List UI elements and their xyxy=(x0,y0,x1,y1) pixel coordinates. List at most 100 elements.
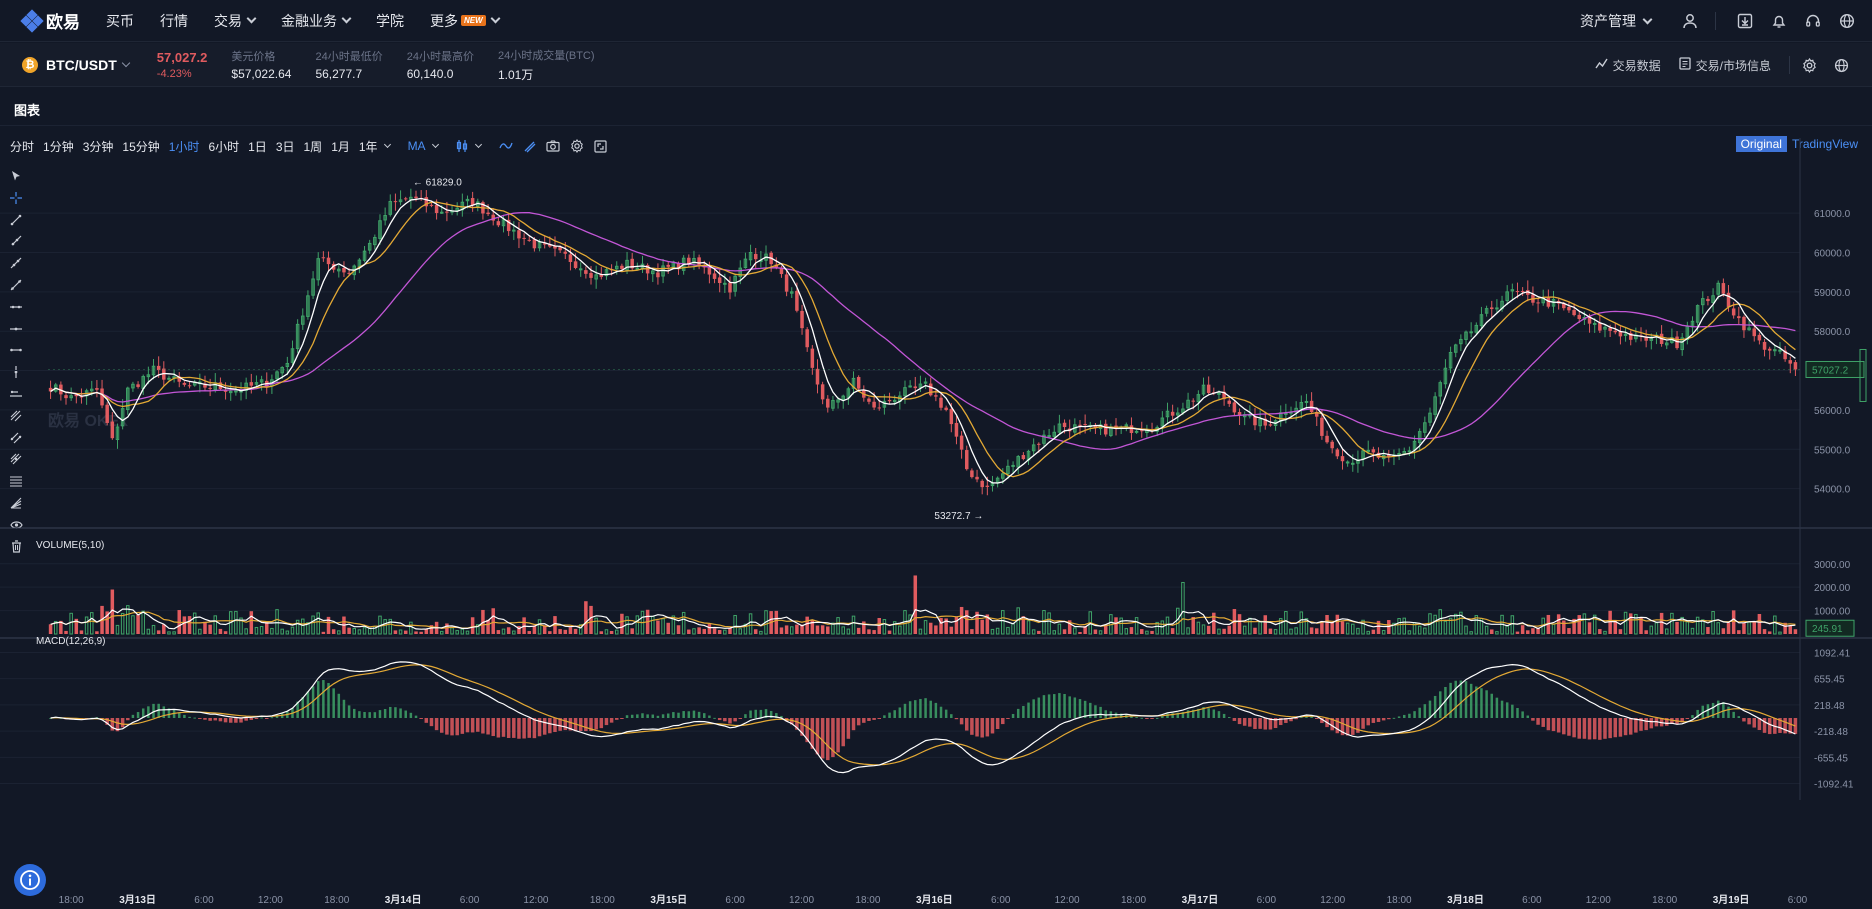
timeframe-1mo[interactable]: 1月 xyxy=(331,139,350,154)
volume-bar xyxy=(1762,629,1767,634)
price-label-icon[interactable] xyxy=(8,386,24,402)
trend-line-icon[interactable] xyxy=(8,212,24,228)
timeframe-6h[interactable]: 6小时 xyxy=(208,139,240,154)
volume-bar xyxy=(455,630,459,635)
eye-icon[interactable] xyxy=(8,517,24,533)
parallel-channel-icon[interactable] xyxy=(8,408,24,424)
market-info-link[interactable]: 交易/市场信息 xyxy=(1679,57,1771,74)
user-icon[interactable] xyxy=(1681,12,1699,30)
macd-histogram-bar xyxy=(1469,683,1473,718)
candle-body xyxy=(337,268,341,272)
fibonacci-icon[interactable] xyxy=(8,473,24,489)
bell-icon[interactable] xyxy=(1770,12,1788,30)
candle-body xyxy=(1093,425,1098,428)
trading-pair-selector[interactable]: BTC/USDT xyxy=(46,56,117,73)
volume-bar xyxy=(429,625,434,634)
draw-tool-icon[interactable] xyxy=(523,140,536,153)
asset-management-menu[interactable]: 资产管理 xyxy=(1580,11,1653,31)
gear-icon[interactable] xyxy=(1800,56,1818,74)
timeframe-1w[interactable]: 1周 xyxy=(303,139,323,154)
volume-bar xyxy=(115,624,120,635)
chevron-down-icon[interactable] xyxy=(121,58,131,67)
volume-bar xyxy=(1191,617,1195,634)
indicator-selector[interactable]: MA xyxy=(407,139,426,153)
view-tradingview-button[interactable]: TradingView xyxy=(1791,137,1858,151)
trash-icon[interactable] xyxy=(8,539,24,555)
download-icon[interactable] xyxy=(1736,12,1754,30)
macd-histogram-bar xyxy=(692,710,696,718)
macd-histogram-bar xyxy=(1366,718,1370,726)
candle-body xyxy=(707,267,712,275)
volume-ma10-line xyxy=(50,611,1796,630)
nav-item-more[interactable]: 更多 NEW xyxy=(430,11,501,31)
help-button[interactable] xyxy=(14,864,46,896)
ray-line-icon[interactable] xyxy=(8,233,24,249)
line-chart-icon[interactable] xyxy=(498,140,513,152)
globe-icon[interactable] xyxy=(1838,12,1856,30)
volume-bar xyxy=(270,627,274,635)
logo[interactable]: 欧易 xyxy=(20,8,80,33)
macd-histogram-bar xyxy=(800,718,804,736)
vertical-line-icon[interactable] xyxy=(8,364,24,380)
candle-type-icon[interactable] xyxy=(456,139,468,153)
x-tick-label: 6:00 xyxy=(1788,895,1808,906)
x-tick-label: 12:00 xyxy=(1586,895,1611,906)
volume-bar xyxy=(1356,627,1360,635)
headset-icon[interactable] xyxy=(1804,12,1822,30)
pitchfork-icon[interactable] xyxy=(8,451,24,467)
trading-data-link[interactable]: 交易数据 xyxy=(1595,57,1661,74)
fullscreen-icon[interactable] xyxy=(593,139,607,153)
candle-body xyxy=(1737,316,1741,319)
candle-body xyxy=(795,290,799,311)
nav-item-buy[interactable]: 买币 xyxy=(106,11,134,31)
macd-histogram-bar xyxy=(1058,693,1061,718)
view-original-button[interactable]: Original xyxy=(1735,136,1787,152)
timeframe-tick[interactable]: 分时 xyxy=(10,139,35,154)
globe-icon[interactable] xyxy=(1832,56,1850,74)
document-icon xyxy=(1679,57,1691,73)
macd-histogram-bar xyxy=(460,718,465,734)
panel-title: 图表 xyxy=(14,103,41,118)
macd-histogram-bar xyxy=(1572,718,1576,738)
timeframe-1y[interactable]: 1年 xyxy=(358,139,378,154)
timeframe-3d[interactable]: 3日 xyxy=(275,139,295,154)
fib-fan-icon[interactable] xyxy=(8,495,24,511)
macd-histogram-bar xyxy=(1263,718,1268,730)
volume-bar xyxy=(687,629,691,634)
camera-icon[interactable] xyxy=(545,140,560,152)
macd-histogram-bar xyxy=(311,686,315,718)
timeframe-3m[interactable]: 3分钟 xyxy=(82,139,114,154)
candle-body xyxy=(301,315,305,325)
horizontal-line-icon[interactable] xyxy=(8,299,24,315)
price-line-icon[interactable] xyxy=(8,277,24,293)
crosshair-icon[interactable] xyxy=(8,190,24,206)
macd-histogram-bar xyxy=(625,715,629,718)
timeframe-1d[interactable]: 1日 xyxy=(248,139,267,154)
nav-item-academy[interactable]: 学院 xyxy=(376,11,404,31)
macd-histogram-bar xyxy=(389,706,392,718)
nav-item-trade[interactable]: 交易 xyxy=(214,11,257,31)
extended-line-icon[interactable] xyxy=(8,255,24,271)
macd-histogram-bar xyxy=(1762,718,1767,733)
macd-histogram-bar xyxy=(486,718,490,735)
timeframe-1m[interactable]: 1分钟 xyxy=(43,139,74,154)
nav-item-finance[interactable]: 金融业务 xyxy=(281,11,352,31)
cursor-icon[interactable] xyxy=(8,168,24,184)
x-tick-label: 18:00 xyxy=(324,895,349,906)
candle-body xyxy=(743,258,748,269)
volume-bar xyxy=(604,629,609,635)
nav-item-markets[interactable]: 行情 xyxy=(160,11,188,31)
horizontal-segment-icon[interactable] xyxy=(8,342,24,358)
stat-value: 60,140.0 xyxy=(406,67,454,81)
volume-bar xyxy=(1351,623,1355,635)
regression-channel-icon[interactable] xyxy=(8,430,24,446)
horizontal-ray-icon[interactable] xyxy=(8,321,24,337)
x-tick-label: 12:00 xyxy=(1055,895,1080,906)
macd-histogram-bar xyxy=(429,718,434,727)
settings-icon[interactable] xyxy=(570,139,584,153)
timeframe-15m[interactable]: 15分钟 xyxy=(122,139,160,154)
scroll-indicator[interactable] xyxy=(1859,348,1867,402)
timeframe-1h[interactable]: 1小时 xyxy=(168,139,200,154)
macd-histogram-bar xyxy=(409,712,413,718)
